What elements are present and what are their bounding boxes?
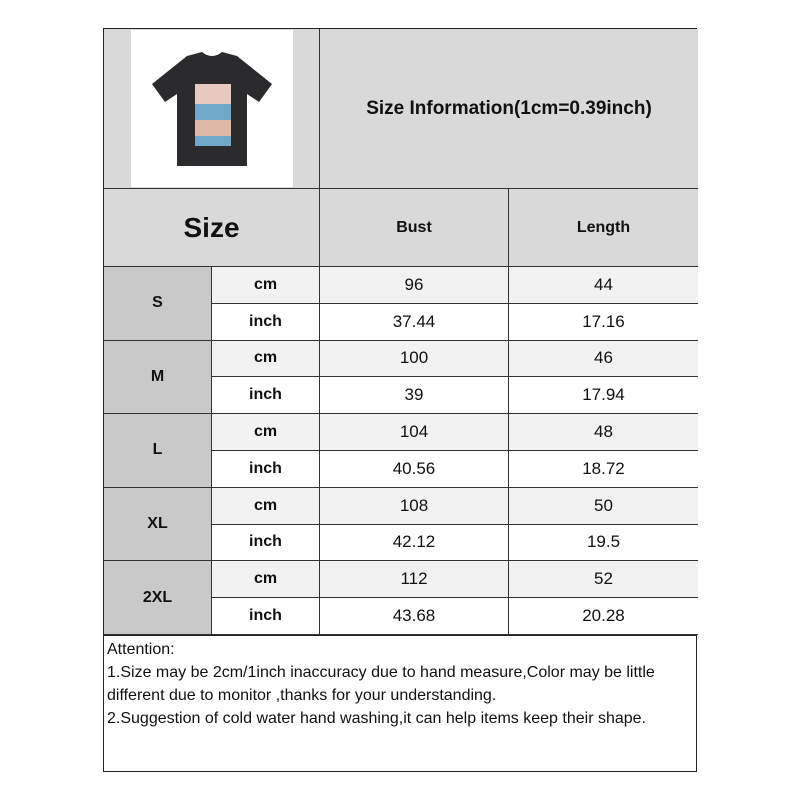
length-cell: 44 [509,267,698,304]
unit-label: cm [253,275,278,293]
unit-cell: cm [212,414,320,451]
unit-cell: inch [212,377,320,415]
bust-cell: 43.68 [320,598,509,635]
length-cell: 48 [509,414,698,451]
size-label-2XL: 2XL [104,561,212,635]
unit-cell: cm [212,267,320,304]
unit-cell: inch [212,303,320,341]
length-value: 17.94 [582,385,625,405]
bust-value: 100 [399,348,429,368]
unit-cell: cm [212,487,320,525]
length-cell: 46 [509,340,698,378]
size-table: Size Information(1cm=0.39inch) Size Bust… [103,28,698,636]
unit-cell: inch [212,451,320,488]
length-cell: 52 [509,561,698,599]
size-label-S: S [104,267,212,341]
bust-header-label: Bust [396,218,432,236]
size-header-label: Size [183,211,240,243]
attention-line: 1.Size may be 2cm/1inch inaccuracy due t… [107,664,655,704]
unit-label: inch [249,312,282,330]
size-label-M: M [104,340,212,415]
bust-value: 42.12 [392,532,436,552]
length-value: 17.16 [582,311,625,331]
length-value: 46 [594,348,613,368]
length-cell: 50 [509,487,698,525]
unit-cell: inch [212,524,320,562]
size-label-L: L [104,414,212,488]
length-value: 20.28 [582,606,625,626]
unit-label: cm [253,349,278,367]
tshirt-icon [151,51,272,166]
size-label: L [152,441,163,459]
unit-label: inch [249,533,282,551]
bust-value: 40.56 [392,458,436,478]
bust-cell: 39 [320,377,509,415]
attention-note: Attention: 1.Size may be 2cm/1inch inacc… [103,635,697,772]
page-title: Size Information(1cm=0.39inch) [366,97,652,119]
unit-label: cm [253,496,278,514]
size-header: Size [104,189,320,267]
unit-label: cm [253,570,278,588]
size-label: XL [147,515,168,533]
length-header: Length [509,189,698,267]
bust-cell: 104 [320,414,509,451]
bust-cell: 100 [320,340,509,378]
length-value: 48 [594,422,613,442]
bust-value: 43.68 [392,606,436,626]
attention-line: 2.Suggestion of cold water hand washing,… [107,710,646,727]
unit-cell: inch [212,598,320,635]
bust-value: 37.44 [392,311,436,331]
bust-value: 104 [399,422,429,442]
bust-value: 96 [404,274,424,294]
length-cell: 18.72 [509,451,698,488]
length-value: 44 [594,274,613,294]
unit-label: inch [249,386,282,404]
product-image-cell [104,29,320,189]
length-cell: 20.28 [509,598,698,635]
length-value: 50 [594,495,613,515]
length-value: 52 [594,569,613,589]
unit-cell: cm [212,340,320,378]
bust-value: 108 [399,495,429,515]
length-cell: 17.94 [509,377,698,415]
product-image [130,30,293,187]
title-cell: Size Information(1cm=0.39inch) [320,29,698,189]
size-label: S [152,294,163,312]
bust-value: 112 [400,569,428,589]
bust-cell: 37.44 [320,303,509,341]
bust-cell: 108 [320,487,509,525]
attention-title: Attention: [107,641,175,658]
bust-value: 39 [404,385,424,405]
length-value: 18.72 [582,458,625,478]
length-cell: 19.5 [509,524,698,562]
length-cell: 17.16 [509,303,698,341]
size-label-XL: XL [104,487,212,562]
unit-label: inch [249,607,282,625]
bust-cell: 42.12 [320,524,509,562]
unit-label: inch [249,459,282,477]
bust-cell: 96 [320,267,509,304]
length-value: 19.5 [586,532,621,552]
unit-label: cm [253,423,278,441]
bust-cell: 40.56 [320,451,509,488]
bust-header: Bust [320,189,509,267]
unit-cell: cm [212,561,320,599]
length-header-label: Length [576,218,631,236]
size-label: 2XL [142,588,173,606]
size-label: M [150,367,165,385]
bust-cell: 112 [320,561,509,599]
